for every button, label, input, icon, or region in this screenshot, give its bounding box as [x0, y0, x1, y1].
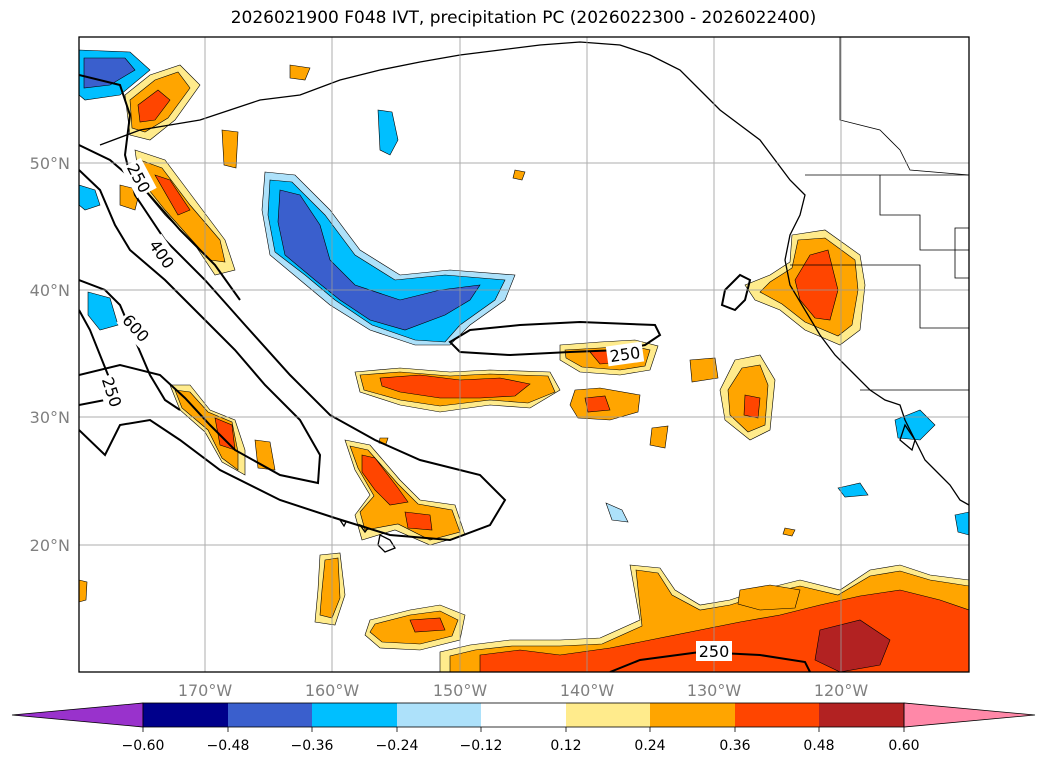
- colorbar-segment: [228, 703, 312, 727]
- colorbar-tick: 0.60: [888, 738, 919, 754]
- colorbar-tick: 0.24: [634, 738, 665, 754]
- contour-label-250-south: 250: [699, 642, 730, 661]
- colorbar-tick: −0.36: [291, 738, 334, 754]
- political-borders: [790, 37, 969, 391]
- lon-label: 140°W: [560, 681, 615, 700]
- lon-label: 170°W: [178, 681, 233, 700]
- map-panel: 250 400 600 250 250 250: [79, 37, 969, 672]
- latitude-labels: 50°N 40°N 30°N 20°N: [30, 154, 70, 555]
- lon-label: 130°W: [687, 681, 742, 700]
- colorbar-tick: −0.24: [376, 738, 419, 754]
- map-frame: [78, 36, 970, 673]
- contour-label-250-central: 250: [609, 343, 642, 366]
- lat-label: 50°N: [30, 154, 70, 173]
- colorbar: −0.60 −0.48 −0.36 −0.24 −0.12 0.12 0.24 …: [11, 702, 1036, 754]
- colorbar-segment: [735, 703, 819, 727]
- coastlines: [99, 41, 969, 553]
- colorbar-segment: [819, 703, 904, 727]
- colorbar-tick: −0.12: [460, 738, 503, 754]
- ivt-contours: [79, 74, 811, 672]
- lon-label: 120°W: [814, 681, 869, 700]
- colorbar-segment: [566, 703, 650, 727]
- map-title: 2026021900 F048 IVT, precipitation PC (2…: [230, 8, 817, 28]
- colorbar-segment: [481, 703, 566, 727]
- colorbar-tick: 0.12: [550, 738, 581, 754]
- lat-label: 30°N: [30, 408, 70, 427]
- colorbar-tick: −0.48: [207, 738, 250, 754]
- colorbar-segment: [312, 703, 397, 727]
- colorbar-extend-high: [903, 702, 1036, 728]
- colorbar-segment: [397, 703, 481, 727]
- negative-anomaly-shading: [79, 49, 969, 536]
- lon-label: 150°W: [433, 681, 488, 700]
- positive-anomaly-shading: [79, 64, 969, 672]
- colorbar-segment: [650, 703, 735, 727]
- graticule: [79, 37, 969, 672]
- colorbar-segment: [143, 703, 228, 727]
- lat-label: 40°N: [30, 281, 70, 300]
- lon-label: 160°W: [305, 681, 360, 700]
- colorbar-extend-low: [11, 702, 144, 728]
- longitude-labels: 170°W 160°W 150°W 140°W 130°W 120°W: [178, 681, 869, 700]
- colorbar-tick: 0.36: [719, 738, 750, 754]
- colorbar-tick: 0.48: [803, 738, 834, 754]
- colorbar-tick: −0.60: [122, 738, 165, 754]
- lat-label: 20°N: [30, 536, 70, 555]
